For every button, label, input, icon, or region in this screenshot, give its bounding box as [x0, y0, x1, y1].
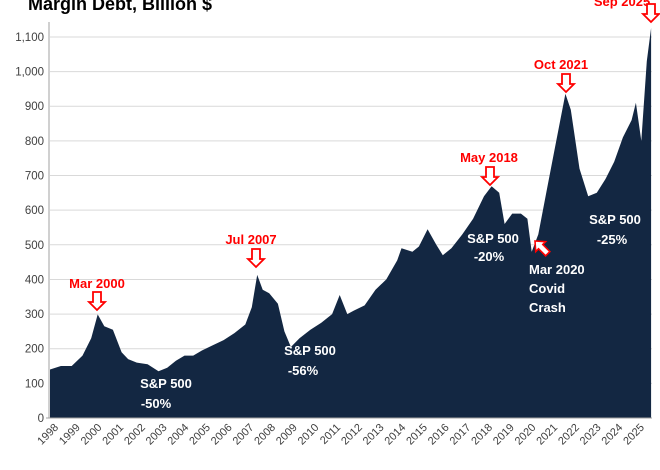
x-tick-label: 2021 — [534, 422, 560, 448]
x-tick-label: 2012 — [339, 422, 365, 448]
down-arrow-icon — [640, 3, 660, 24]
annotation-peak-2000: Mar 2000 — [69, 276, 125, 291]
x-tick-label: 2000 — [79, 422, 105, 448]
x-tick-label: 2024 — [600, 422, 626, 448]
y-tick-label: 700 — [25, 171, 44, 183]
y-tick-label: 300 — [25, 309, 44, 321]
x-tick-label: 1998 — [35, 422, 61, 448]
x-tick-label: 2017 — [448, 422, 474, 448]
x-tick-label: 2007 — [231, 422, 257, 448]
x-tick-label: 2011 — [318, 422, 343, 447]
y-tick-label: 800 — [25, 136, 44, 148]
annotation-drawdown-2008-label: S&P 500 — [284, 343, 336, 358]
y-tick-label: 0 — [38, 413, 44, 425]
y-tick-label: 400 — [25, 274, 44, 286]
x-tick-label: 1999 — [57, 422, 83, 448]
x-tick-label: 2025 — [621, 422, 647, 448]
down-arrow-icon — [479, 166, 501, 187]
y-tick-label: 100 — [25, 378, 44, 390]
y-tick-label: 600 — [25, 205, 44, 217]
annotation-peak-2007: Jul 2007 — [225, 232, 276, 247]
chart-title: Margin Debt, Billion $ — [28, 0, 213, 14]
y-tick-label: 200 — [25, 344, 44, 356]
annotation-drawdown-2018-label: S&P 500 — [467, 231, 519, 246]
x-tick-label: 2001 — [100, 422, 126, 448]
x-tick-label: 2002 — [122, 422, 148, 448]
x-tick-label: 2009 — [274, 422, 300, 448]
x-tick-label: 2004 — [166, 422, 192, 448]
y-tick-label: 1,100 — [15, 32, 44, 44]
up-left-arrow-icon — [534, 240, 551, 257]
annotation-drawdown-2000-value: -50% — [141, 396, 172, 411]
annotation-peak-2025: Sep 2025 — [594, 0, 650, 9]
annotation-drawdown-2022-value: -25% — [597, 232, 628, 247]
x-tick-label: 2015 — [404, 422, 430, 448]
annotation-drawdown-2022-label: S&P 500 — [589, 212, 641, 227]
x-tick-label: 2016 — [426, 422, 452, 448]
x-tick-label: 2014 — [383, 422, 409, 448]
x-tick-label: 2006 — [209, 422, 235, 448]
x-tick-label: 2005 — [187, 422, 213, 448]
y-tick-label: 900 — [25, 101, 44, 113]
x-tick-label: 2023 — [578, 422, 604, 448]
x-tick-label: 2010 — [296, 422, 322, 448]
annotation-drawdown-2000-label: S&P 500 — [140, 376, 192, 391]
annotation-covid-date: Mar 2020 — [529, 262, 585, 277]
x-tick-label: 2013 — [361, 422, 387, 448]
x-tick-label: 2008 — [252, 422, 278, 448]
x-tick-label: 2022 — [556, 422, 582, 448]
annotation-drawdown-2018-value: -20% — [474, 249, 505, 264]
y-tick-label: 500 — [25, 240, 44, 252]
x-tick-label: 2018 — [469, 422, 495, 448]
annotation-peak-2018: May 2018 — [460, 150, 518, 165]
down-arrow-icon — [245, 248, 267, 269]
x-tick-label: 2020 — [513, 422, 539, 448]
down-arrow-icon — [555, 73, 577, 94]
y-tick-label: 1,000 — [15, 67, 44, 79]
x-tick-label: 2019 — [491, 422, 517, 448]
x-tick-label: 2003 — [144, 422, 170, 448]
annotation-covid-line2: Covid — [529, 281, 565, 296]
annotation-covid-line3: Crash — [529, 300, 566, 315]
margin-debt-area — [50, 28, 652, 418]
annotation-drawdown-2008-value: -56% — [288, 363, 319, 378]
down-arrow-icon — [86, 291, 108, 312]
annotation-peak-2021: Oct 2021 — [534, 57, 588, 72]
